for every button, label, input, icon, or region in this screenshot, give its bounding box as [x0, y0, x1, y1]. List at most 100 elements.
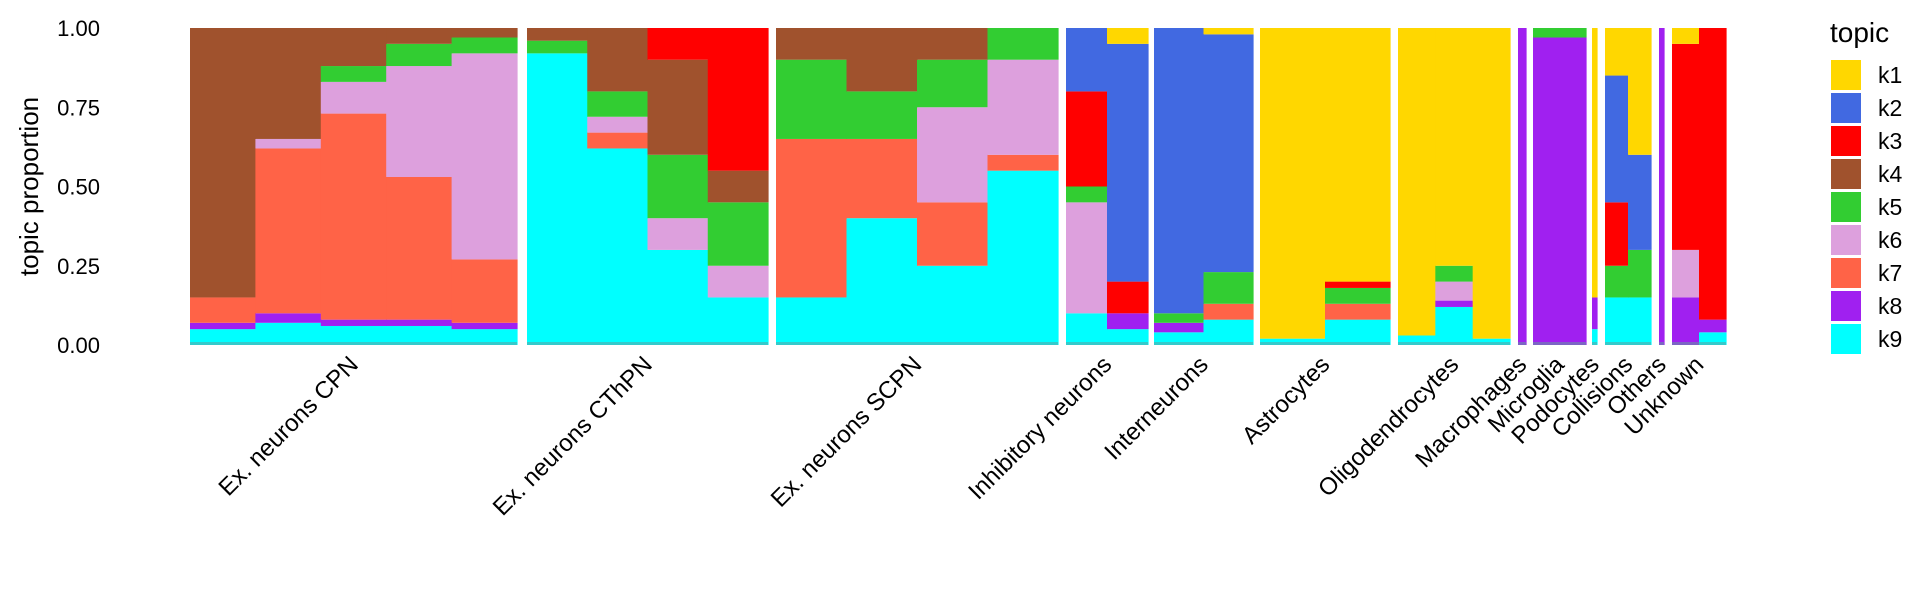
bar-segment-k2 — [1066, 28, 1108, 92]
legend-title: topic — [1830, 17, 1889, 48]
legend-label: k2 — [1878, 95, 1902, 121]
bar-segment-k9 — [451, 329, 518, 345]
bar-segment-k9 — [1066, 313, 1108, 345]
bar-segment-k4 — [255, 28, 322, 139]
bar-segment-k5 — [776, 59, 848, 139]
bar-segment-k7 — [255, 148, 322, 314]
bar-segment-k2 — [1154, 28, 1205, 314]
bar-segment-k2 — [1203, 34, 1254, 273]
group-baseline — [1154, 342, 1253, 345]
bar-segment-k9 — [255, 322, 322, 345]
bar-segment-k9 — [1699, 332, 1727, 345]
legend-key-k1 — [1831, 60, 1861, 90]
bar-segment-k9 — [1398, 335, 1436, 345]
bar-segment-k6 — [707, 265, 769, 298]
group-baseline — [1066, 342, 1148, 345]
bar-segment-k3 — [1325, 281, 1391, 288]
bar-segment-k4 — [451, 28, 518, 38]
bar-segment-k1 — [1605, 28, 1629, 76]
cell-group-0 — [190, 28, 518, 345]
bar-segment-k7 — [320, 113, 387, 320]
bar-segment-k7 — [190, 297, 256, 323]
y-axis: 0.00 0.25 0.50 0.75 1.00 — [57, 16, 100, 358]
bar-segment-k9 — [1260, 338, 1326, 345]
bar-segment-k1 — [1107, 28, 1149, 44]
legend-label: k8 — [1878, 293, 1902, 319]
bar-segment-k3 — [647, 28, 709, 60]
bar-segment-k3 — [1605, 202, 1629, 266]
bar-segment-k1 — [1628, 28, 1652, 155]
bar-segment-k5 — [386, 43, 453, 67]
group-baseline — [1518, 342, 1526, 345]
group-baseline — [776, 342, 1058, 345]
y-axis-label: topic proportion — [14, 97, 44, 276]
bar-segment-k9 — [386, 325, 453, 345]
bar-segment-k1 — [1672, 28, 1700, 44]
cell-group-6 — [1398, 28, 1511, 345]
bar-segment-k7 — [1325, 303, 1391, 320]
bar-segment-k9 — [776, 297, 848, 345]
bar-segment-k3 — [1672, 43, 1700, 250]
bar-segment-k1 — [1435, 28, 1474, 266]
bar-segment-k9 — [846, 218, 918, 345]
bar-segment-k9 — [527, 53, 588, 346]
bar-segment-k7 — [987, 154, 1059, 171]
bar-segment-k3 — [1107, 281, 1149, 314]
x-axis: Ex. neurons CPN Ex. neurons CThPN Ex. neur… — [214, 351, 1710, 521]
y-tick-label: 0.50 — [57, 175, 100, 200]
x-tick-label: Astrocytes — [1237, 351, 1335, 449]
group-baseline — [190, 342, 517, 345]
bar-segment-k9 — [1154, 332, 1205, 345]
bar-segment-k9 — [1605, 297, 1629, 345]
cell-group-2 — [776, 28, 1059, 345]
bar-segment-k8 — [1672, 297, 1700, 345]
bar-segment-k4 — [527, 28, 588, 41]
y-tick-label: 0.25 — [57, 254, 100, 279]
y-tick-label: 1.00 — [57, 16, 100, 41]
x-tick-label: Interneurons — [1099, 351, 1213, 465]
cell-group-9 — [1592, 28, 1598, 345]
bar-segment-k5 — [1628, 249, 1652, 298]
bar-segment-k3 — [707, 28, 769, 171]
bar-segment-k5 — [647, 154, 709, 219]
plot-area — [190, 28, 1727, 346]
bar-segment-k4 — [776, 28, 848, 60]
bar-segment-k9 — [647, 249, 709, 345]
y-tick-label: 0.75 — [57, 95, 100, 120]
bar-segment-k6 — [451, 53, 518, 260]
group-baseline — [1672, 342, 1726, 345]
bar-segment-k5 — [527, 40, 588, 54]
bar-segment-k9 — [1435, 306, 1474, 345]
bar-segment-k8 — [386, 319, 453, 326]
x-tick-label: Inhibitory neurons — [963, 351, 1117, 505]
bar-segment-k3 — [1066, 91, 1108, 187]
bar-segment-k6 — [1066, 202, 1108, 314]
bar-segment-k7 — [386, 176, 453, 320]
bar-segment-k8 — [255, 313, 322, 323]
x-tick-label: Ex. neurons SCPN — [766, 351, 928, 513]
cell-group-5 — [1260, 28, 1391, 345]
legend-key-k8 — [1831, 291, 1861, 321]
bar-segment-k9 — [1107, 329, 1149, 345]
cell-group-4 — [1154, 28, 1254, 345]
bar-segment-k4 — [707, 170, 769, 203]
bar-segment-k9 — [1472, 338, 1511, 345]
legend-label: k7 — [1878, 260, 1902, 286]
legend-key-k9 — [1831, 324, 1861, 354]
bar-segment-k8 — [1592, 297, 1598, 330]
bar-segment-k7 — [776, 138, 848, 298]
bar-segment-k7 — [917, 202, 989, 266]
bar-segment-k9 — [1325, 319, 1391, 345]
bar-segment-k9 — [987, 170, 1059, 345]
bar-segment-k5 — [1325, 287, 1391, 304]
bar-segment-k9 — [190, 329, 256, 345]
cell-group-10 — [1605, 28, 1652, 345]
bar-segment-k5 — [1533, 28, 1587, 38]
bar-segment-k1 — [1325, 28, 1391, 282]
bar-segment-k2 — [1605, 75, 1629, 203]
bar-segment-k6 — [987, 59, 1059, 155]
group-baseline — [1659, 342, 1664, 345]
bar-segment-k9 — [320, 325, 387, 345]
legend-label: k9 — [1878, 326, 1902, 352]
